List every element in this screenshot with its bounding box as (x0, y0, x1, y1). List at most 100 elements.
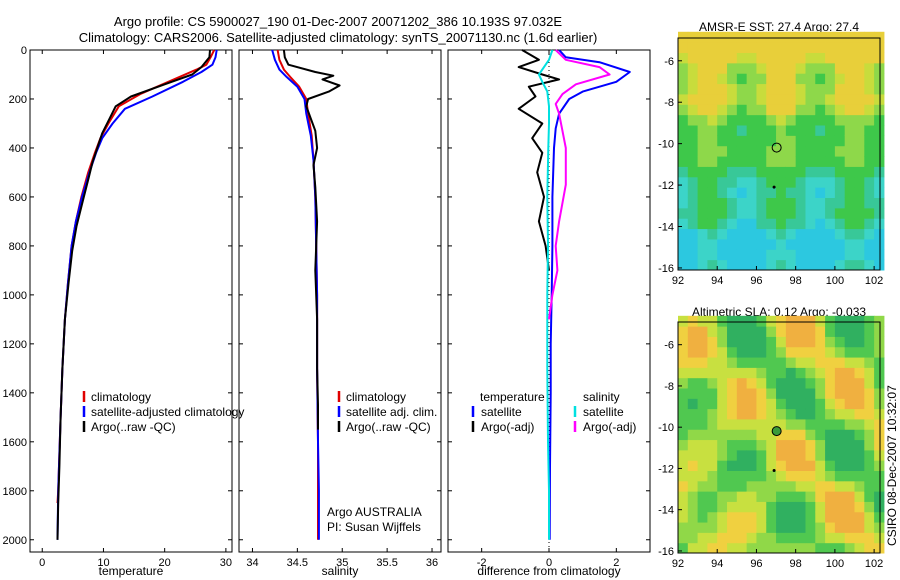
map-cell (727, 388, 738, 399)
map-x-tick-label: 92 (672, 275, 684, 287)
map-cell (678, 491, 689, 502)
map-cell (707, 398, 718, 410)
map-cell (776, 470, 787, 482)
series-line-temperature-2 (56, 49, 211, 540)
map-cell (746, 31, 757, 43)
map-cell (815, 491, 826, 502)
map-cell (678, 429, 689, 441)
map-cell (707, 228, 718, 240)
map-cell (746, 511, 757, 523)
map-cell (815, 52, 826, 64)
map-cell (844, 176, 856, 188)
map-y-tick-label: -10 (658, 422, 674, 434)
map-cell (717, 156, 728, 167)
map-cell (864, 336, 875, 348)
map-cell (756, 470, 767, 482)
series-line-temperature-1 (56, 49, 218, 540)
map-cell (687, 249, 699, 261)
map-y-tick-label: -8 (664, 97, 674, 109)
map-cell (707, 249, 718, 261)
map-cell (815, 315, 826, 327)
map-cell (707, 429, 718, 441)
map-cell (805, 439, 816, 451)
map-cell (736, 336, 748, 348)
map-cell (834, 377, 846, 389)
map-cell (825, 460, 836, 471)
map-cell (825, 522, 836, 533)
map-cell (727, 114, 738, 126)
map-cell (864, 501, 875, 513)
map-cell (717, 532, 728, 544)
map-cell (756, 315, 767, 327)
map-cell (864, 522, 875, 533)
map-cell (864, 176, 875, 188)
map-cell (785, 166, 797, 178)
map-cell (776, 197, 787, 209)
map-cell (874, 207, 885, 219)
map-cell (746, 542, 757, 554)
map-cell (678, 377, 689, 389)
map-x-tick-label: 96 (750, 558, 762, 570)
map-cell (766, 218, 777, 230)
map-cell (785, 326, 797, 337)
map-cell (746, 218, 757, 230)
map-cell (825, 511, 836, 523)
map-cell (834, 197, 846, 209)
map-cell (736, 398, 748, 410)
map-cell (844, 367, 856, 379)
track-point-marker (772, 469, 776, 472)
map-cell (717, 398, 728, 410)
map-cell (707, 104, 718, 116)
map-cell (825, 429, 836, 441)
map-cell (776, 114, 787, 126)
map-cell (756, 259, 767, 271)
map-cell (766, 238, 777, 250)
map-cell (825, 408, 836, 420)
map-y-tick-label: -16 (658, 546, 674, 558)
map-cell (678, 336, 689, 348)
map-cell (766, 187, 777, 198)
map-cell (756, 408, 767, 420)
legend-label-salinity: satellite adj. clim. (346, 405, 437, 419)
map-cell (697, 460, 708, 471)
map-cell (785, 429, 797, 441)
map-cell (785, 398, 797, 410)
map-cell (687, 83, 699, 95)
map-cell (834, 542, 846, 554)
map-cell (776, 42, 787, 53)
legend-heading-temperature: temperature (480, 390, 545, 404)
map-cell (815, 470, 826, 482)
map-cell (815, 398, 826, 410)
map-cell (864, 83, 875, 95)
map-cell (854, 83, 865, 95)
map-cell (687, 135, 699, 147)
map-cell (697, 207, 708, 219)
map-cell (756, 398, 767, 410)
map-cell (746, 367, 757, 379)
map-cell (776, 418, 787, 430)
map-cell (785, 491, 797, 502)
map-cell (844, 491, 856, 502)
map-cell (776, 125, 787, 136)
map-cell (854, 367, 865, 379)
map-cell (678, 207, 689, 219)
map-cell (756, 228, 767, 240)
map-cell (844, 357, 856, 368)
map-cell (717, 197, 728, 209)
map-cell (834, 176, 846, 188)
map-cell (795, 449, 806, 461)
map-cell (756, 93, 767, 105)
map-cell (805, 388, 816, 399)
map-cell (756, 367, 767, 379)
map-cell (795, 259, 806, 271)
map-cell (717, 114, 728, 126)
map-cell (687, 449, 699, 461)
map-cell (697, 408, 708, 420)
map-cell (678, 104, 689, 116)
map-cell (678, 62, 689, 74)
map-cell (874, 326, 885, 337)
map-cell (717, 259, 728, 271)
map-cell (874, 73, 885, 85)
map-cell (805, 480, 816, 492)
map-cell (736, 480, 748, 492)
